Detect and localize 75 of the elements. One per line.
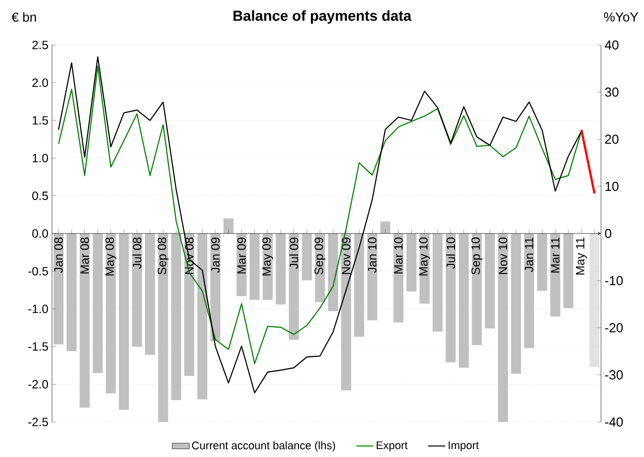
x-tick-label: Jul 08	[132, 238, 142, 269]
x-tick-label: Jul 10	[446, 238, 456, 269]
bar	[145, 234, 156, 355]
bar	[197, 234, 208, 400]
x-tick-label: May 11	[576, 238, 587, 274]
bar	[458, 234, 469, 368]
y-tick-label: 1.5	[32, 116, 48, 125]
y-tick-label: -1.0	[28, 304, 48, 314]
x-tick-label: Mar 10	[394, 238, 403, 274]
legend-label: Current account balance (lhs)	[192, 441, 336, 452]
bar	[380, 221, 390, 234]
bar	[328, 234, 338, 312]
bar	[511, 234, 522, 374]
bar	[563, 234, 574, 308]
x-tick-label: May 09	[262, 238, 274, 276]
y-tick-label: -1.5	[28, 342, 48, 351]
bar	[302, 234, 312, 280]
bar	[484, 234, 495, 329]
bar	[354, 234, 364, 337]
x-tick-label: Jan 08	[54, 238, 63, 273]
bar	[524, 234, 534, 348]
bar	[223, 218, 234, 234]
bar	[472, 234, 482, 346]
y2-tick-label: 10	[606, 182, 618, 191]
y2-tick-label: 0	[605, 228, 612, 238]
bar	[80, 234, 90, 408]
y-tick-label: -0.5	[28, 266, 48, 276]
y2-tick-label: 20	[605, 134, 618, 144]
x-tick-label: Nov 10	[498, 238, 508, 274]
x-tick-label: Sep 08	[158, 238, 169, 275]
y-tick-label: 1.0	[32, 154, 48, 162]
y2-tick-label: -10	[605, 276, 623, 286]
x-tick-label: Jan 09	[211, 238, 220, 273]
y-tick-label: -2.5	[28, 418, 48, 426]
y2-tick-label: 40	[604, 40, 618, 50]
bar	[367, 234, 378, 320]
x-tick-label: Sep 09	[314, 238, 326, 275]
x-tick-label: Jan 11	[524, 238, 534, 272]
bar	[446, 234, 456, 362]
chart-title: Balance of payments data	[234, 10, 412, 24]
bar	[132, 234, 142, 347]
x-tick-label: Jul 09	[289, 238, 298, 269]
bar	[288, 234, 299, 340]
bar	[92, 234, 103, 373]
x-tick-label: Sep 10	[471, 238, 482, 275]
y-tick-label: -2.0	[28, 380, 48, 389]
y-tick-label: 2.0	[32, 78, 48, 87]
bar	[537, 234, 548, 291]
y-tick-label: 2.5	[32, 40, 48, 50]
y2-tick-label: -40	[605, 417, 623, 427]
y-tick-label: 0.5	[32, 192, 48, 200]
bar	[171, 234, 182, 400]
bar	[341, 234, 352, 390]
bar	[66, 234, 77, 352]
bar	[406, 234, 416, 292]
legend-label: Export	[376, 441, 408, 452]
bar	[118, 234, 129, 410]
x-tick-label: May 10	[419, 238, 430, 276]
x-tick-label: Mar 08	[80, 238, 89, 274]
y2-axis-title: %YoY	[604, 12, 638, 22]
y-tick-label: 0.0	[32, 229, 48, 238]
x-tick-label: May 08	[105, 238, 116, 276]
bar	[250, 234, 260, 300]
x-tick-label: Jan 10	[368, 238, 377, 273]
bar	[276, 234, 286, 304]
x-tick-label: Mar 09	[237, 238, 246, 274]
y2-tick-label: 30	[605, 88, 618, 97]
bar	[589, 234, 600, 367]
x-tick-label: Mar 11	[551, 238, 560, 272]
legend-label: Import	[448, 441, 479, 452]
bar	[106, 234, 116, 394]
y2-tick-label: -30	[605, 370, 623, 380]
bar	[432, 234, 443, 332]
y2-tick-label: -20	[605, 323, 623, 332]
y-axis-title: € bn	[12, 12, 36, 22]
